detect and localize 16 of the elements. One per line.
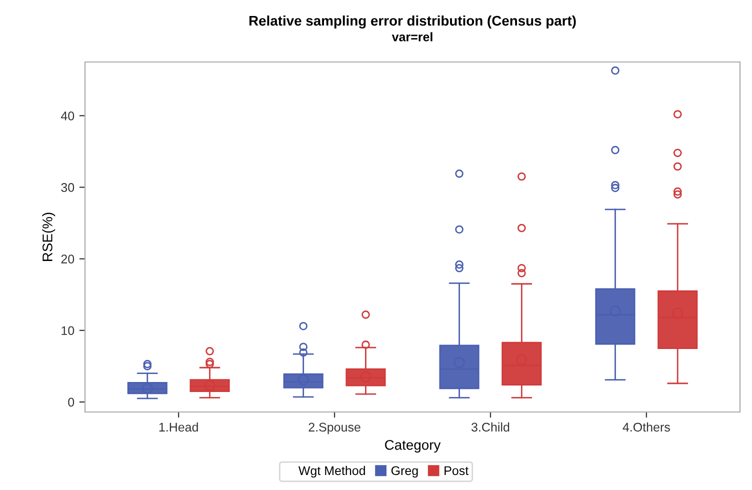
x-tick-label: 3.Child — [472, 422, 510, 432]
x-tick-label: 1.Head — [159, 422, 198, 432]
legend-title: Wgt Method — [298, 466, 365, 478]
y-tick-label: 10 — [62, 326, 74, 336]
legend-label: Post — [444, 466, 468, 476]
legend-label: Greg — [391, 466, 418, 478]
y-tick-label: 40 — [60, 111, 74, 120]
x-tick-label: 4.Others — [622, 422, 670, 432]
chart-title: Relative sampling error distribution (Census part) — [249, 15, 576, 29]
chart-subtitle: var=rel — [392, 32, 432, 42]
y-tick-label: 0 — [68, 398, 74, 407]
x-axis-title: Category — [385, 440, 441, 453]
y-tick-label: 20 — [61, 254, 74, 264]
x-tick-label: 2.Spouse — [308, 422, 360, 434]
y-axis-title: RSE(%) — [42, 212, 56, 261]
y-tick-label: 30 — [61, 183, 74, 192]
